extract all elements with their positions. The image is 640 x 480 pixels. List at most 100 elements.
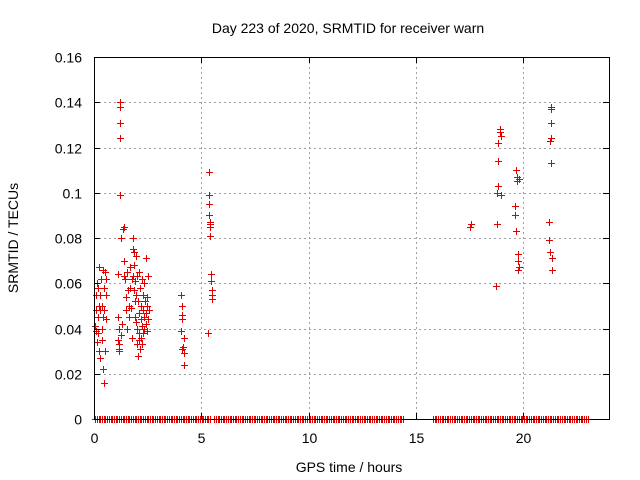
data-point xyxy=(495,140,502,147)
data-point xyxy=(512,203,519,210)
y-tick-label: 0.16 xyxy=(55,50,82,66)
data-point xyxy=(206,201,213,208)
y-tick-label: 0.14 xyxy=(55,95,82,111)
data-point xyxy=(131,249,138,256)
data-point xyxy=(103,292,110,299)
data-point xyxy=(205,330,212,337)
data-point xyxy=(129,335,136,342)
data-point xyxy=(96,264,103,271)
x-tick-label: 0 xyxy=(91,430,99,446)
data-point xyxy=(124,269,131,276)
data-point xyxy=(493,283,500,290)
y-tick-label: 0.06 xyxy=(55,276,82,292)
data-point xyxy=(495,158,502,165)
data-point xyxy=(207,233,214,240)
data-point xyxy=(181,350,188,357)
data-point xyxy=(131,262,138,269)
plot-frame xyxy=(94,57,610,420)
data-point xyxy=(92,323,99,330)
data-points xyxy=(92,99,592,423)
data-point xyxy=(95,330,102,337)
data-point xyxy=(145,316,152,323)
y-tick-label: 0.12 xyxy=(55,141,82,157)
data-point xyxy=(144,303,151,310)
data-point xyxy=(133,319,140,326)
data-point xyxy=(126,314,133,321)
data-point xyxy=(115,337,122,344)
data-point xyxy=(122,276,129,283)
data-point xyxy=(101,285,108,292)
data-point xyxy=(495,183,502,190)
data-point xyxy=(546,237,553,244)
data-point xyxy=(99,326,106,333)
data-point xyxy=(134,273,141,280)
gridlines xyxy=(94,57,609,419)
data-point xyxy=(103,316,110,323)
data-point xyxy=(547,138,554,145)
data-point xyxy=(96,348,103,355)
data-point xyxy=(549,255,556,262)
data-point xyxy=(515,258,522,265)
data-point xyxy=(121,224,128,231)
data-point xyxy=(123,294,130,301)
data-point xyxy=(144,328,151,335)
data-point xyxy=(498,133,505,140)
data-point xyxy=(180,344,187,351)
data-point xyxy=(179,303,186,310)
data-point xyxy=(468,221,475,228)
data-point xyxy=(138,335,145,342)
data-point xyxy=(141,280,148,287)
data-point xyxy=(179,316,186,323)
data-point xyxy=(99,337,106,344)
data-point xyxy=(467,224,474,231)
data-point xyxy=(135,353,142,360)
data-point xyxy=(119,321,126,328)
data-point xyxy=(116,348,123,355)
data-point xyxy=(117,135,124,142)
data-point xyxy=(494,221,501,228)
data-point xyxy=(136,269,143,276)
x-axis-label: GPS time / hours xyxy=(296,459,403,475)
data-point xyxy=(128,305,135,312)
data-point xyxy=(136,310,143,317)
data-point xyxy=(181,335,188,342)
data-point xyxy=(515,267,522,274)
data-point xyxy=(118,235,125,242)
data-point xyxy=(131,287,138,294)
data-point xyxy=(133,253,140,260)
data-point xyxy=(137,346,144,353)
data-point xyxy=(102,348,109,355)
data-point xyxy=(516,264,523,271)
data-point xyxy=(549,267,556,274)
data-point xyxy=(117,192,124,199)
data-point xyxy=(548,160,555,167)
x-tick-label: 20 xyxy=(516,430,532,446)
data-point xyxy=(127,285,134,292)
data-point xyxy=(208,271,215,278)
data-point xyxy=(138,303,145,310)
data-point xyxy=(143,321,150,328)
data-point xyxy=(206,192,213,199)
data-point xyxy=(207,221,214,228)
data-point xyxy=(116,326,123,333)
y-tick-label: 0.02 xyxy=(55,367,82,383)
data-point xyxy=(140,292,147,299)
chart-title: Day 223 of 2020, SRMTID for receiver war… xyxy=(212,20,484,36)
data-point xyxy=(132,314,139,321)
data-point xyxy=(140,330,147,337)
y-tick-label: 0.08 xyxy=(55,231,82,247)
data-point xyxy=(100,366,107,373)
data-point xyxy=(102,269,109,276)
data-point xyxy=(206,169,213,176)
data-point xyxy=(97,355,104,362)
data-point xyxy=(130,246,137,253)
data-point xyxy=(546,219,553,226)
data-point xyxy=(547,249,554,256)
data-point xyxy=(513,228,520,235)
data-point xyxy=(124,326,131,333)
y-tick-label: 0 xyxy=(74,412,82,428)
data-point xyxy=(130,235,137,242)
y-axis-label: SRMTID / TECUs xyxy=(5,183,21,293)
data-point xyxy=(115,314,122,321)
